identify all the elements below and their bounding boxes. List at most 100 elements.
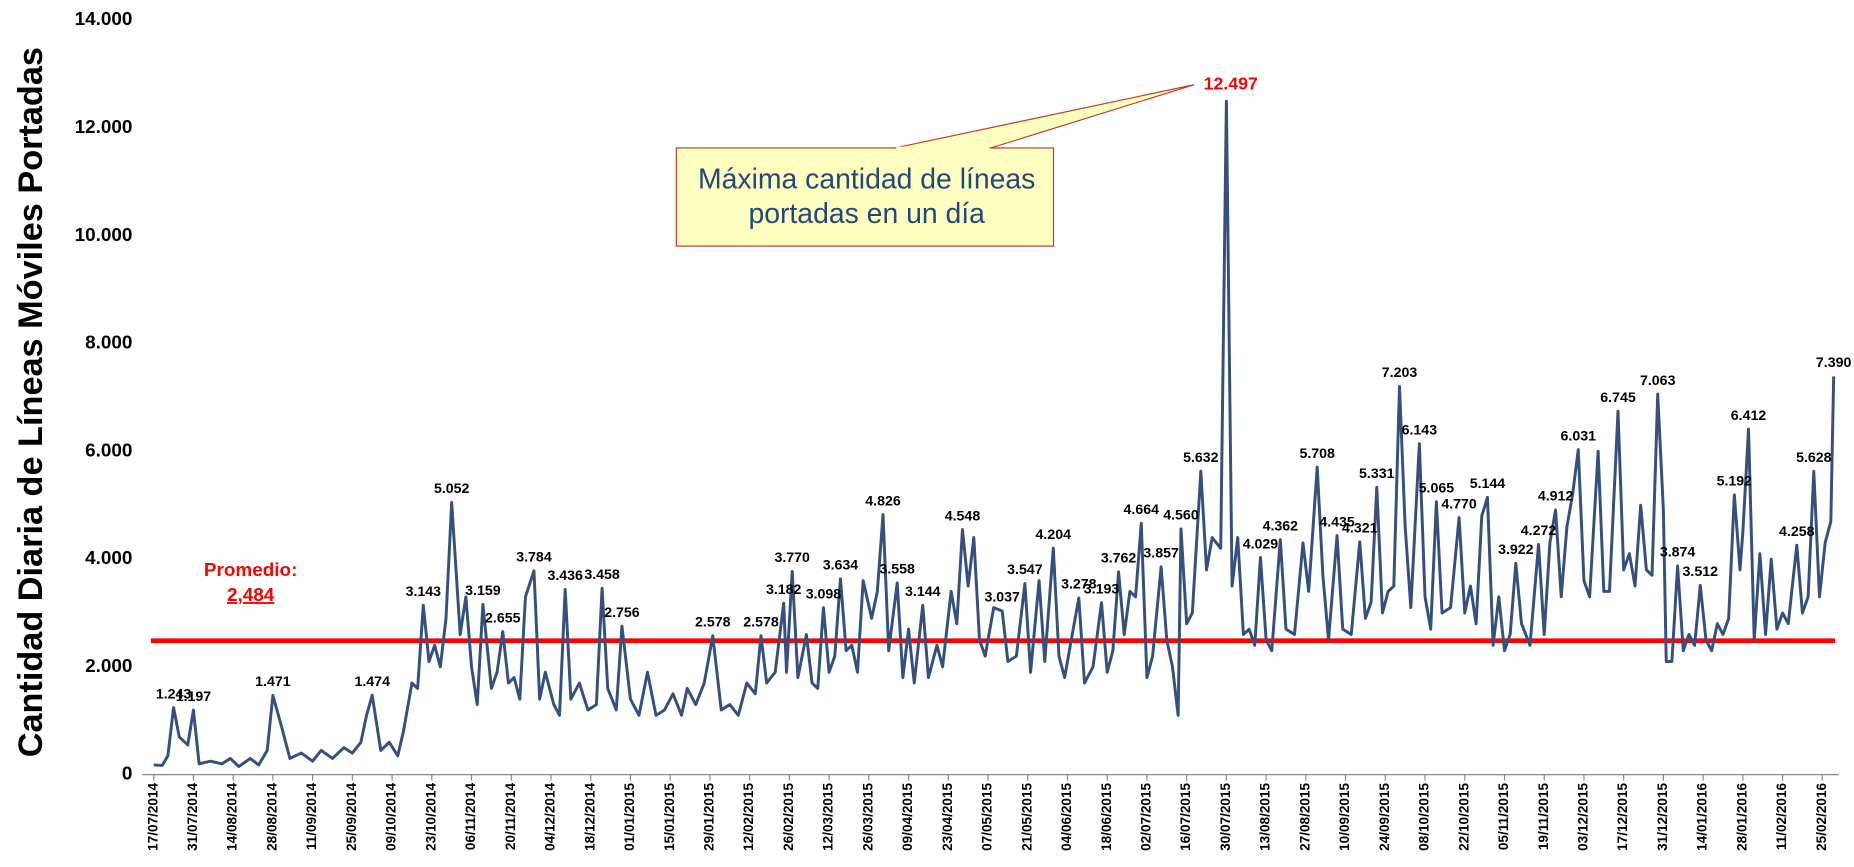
data-label: 2.578 bbox=[743, 614, 779, 630]
data-label: 5.628 bbox=[1796, 450, 1832, 466]
y-tick-label: 10.000 bbox=[75, 225, 133, 246]
x-tick-label: 22/10/2015 bbox=[1456, 782, 1471, 850]
data-label: 4.362 bbox=[1263, 518, 1299, 534]
data-label: 3.182 bbox=[766, 582, 802, 598]
x-tick-label: 31/12/2015 bbox=[1655, 782, 1670, 850]
x-tick-label: 31/07/2014 bbox=[185, 782, 200, 850]
x-tick-label: 20/11/2014 bbox=[503, 782, 518, 850]
x-tick-label: 07/05/2015 bbox=[980, 782, 995, 850]
x-tick-label: 05/11/2015 bbox=[1496, 782, 1511, 850]
y-tick-label: 8.000 bbox=[85, 333, 132, 354]
peak-label: 12.497 bbox=[1204, 73, 1258, 93]
x-tick-label: 19/11/2015 bbox=[1536, 782, 1551, 850]
data-label: 5.065 bbox=[1419, 480, 1455, 496]
x-tick-label: 24/09/2015 bbox=[1377, 782, 1392, 850]
x-tick-label: 10/09/2015 bbox=[1337, 782, 1352, 850]
data-label: 3.547 bbox=[1007, 562, 1043, 578]
data-label: 7.390 bbox=[1816, 355, 1852, 371]
data-label: 3.874 bbox=[1660, 545, 1696, 561]
data-label: 4.826 bbox=[865, 493, 901, 509]
x-tick-label: 28/01/2016 bbox=[1734, 782, 1749, 850]
data-label: 4.321 bbox=[1342, 521, 1378, 537]
x-tick-label: 25/09/2014 bbox=[344, 782, 359, 850]
x-tick-label: 23/10/2014 bbox=[423, 782, 438, 850]
data-label: 2.578 bbox=[695, 614, 731, 630]
data-label: 4.912 bbox=[1538, 489, 1574, 505]
data-label: 7.063 bbox=[1640, 373, 1676, 389]
data-label: 6.412 bbox=[1731, 408, 1767, 424]
data-label: 3.159 bbox=[465, 583, 501, 599]
callout-text: portadas en un día bbox=[748, 198, 985, 230]
data-label: 3.922 bbox=[1498, 542, 1534, 558]
x-tick-label: 23/04/2015 bbox=[940, 782, 955, 850]
x-tick-label: 29/01/2015 bbox=[702, 782, 717, 850]
average-label: Promedio: bbox=[204, 560, 298, 581]
x-tick-label: 01/01/2015 bbox=[622, 782, 637, 850]
x-tick-label: 25/02/2016 bbox=[1814, 782, 1829, 850]
x-tick-label: 21/05/2015 bbox=[1019, 782, 1034, 850]
x-tick-label: 02/07/2015 bbox=[1139, 782, 1154, 850]
x-tick-label: 08/10/2015 bbox=[1417, 782, 1432, 850]
data-label: 3.857 bbox=[1143, 546, 1179, 562]
data-label: 6.143 bbox=[1402, 422, 1438, 438]
data-label: 6.745 bbox=[1600, 390, 1636, 406]
data-label: 3.784 bbox=[516, 549, 552, 565]
x-tick-label: 06/11/2014 bbox=[463, 782, 478, 850]
data-label: 4.548 bbox=[945, 508, 981, 524]
x-tick-label: 17/12/2015 bbox=[1615, 782, 1630, 850]
data-label: 5.052 bbox=[434, 481, 470, 497]
x-tick-label: 13/08/2015 bbox=[1258, 782, 1273, 850]
x-tick-label: 18/12/2014 bbox=[582, 782, 597, 850]
x-tick-label: 15/01/2015 bbox=[662, 782, 677, 850]
data-label: 4.029 bbox=[1243, 536, 1279, 552]
data-label: 3.458 bbox=[584, 567, 620, 583]
x-tick-label: 27/08/2015 bbox=[1297, 782, 1312, 850]
data-label: 3.436 bbox=[547, 568, 583, 584]
data-label: 1.243 bbox=[156, 686, 192, 702]
data-label: 5.632 bbox=[1183, 450, 1219, 466]
data-label: 5.192 bbox=[1717, 474, 1753, 490]
y-tick-label: 4.000 bbox=[85, 548, 132, 569]
data-label: 1.471 bbox=[255, 674, 291, 690]
x-tick-label: 09/10/2014 bbox=[384, 782, 399, 850]
data-label: 7.203 bbox=[1382, 365, 1418, 381]
x-tick-label: 30/07/2015 bbox=[1218, 782, 1233, 850]
x-tick-label: 26/02/2015 bbox=[781, 782, 796, 850]
data-label: 4.664 bbox=[1124, 502, 1160, 518]
x-tick-label: 28/08/2014 bbox=[264, 782, 279, 850]
x-tick-label: 04/12/2014 bbox=[543, 782, 558, 850]
data-label: 4.272 bbox=[1521, 523, 1557, 539]
x-tick-label: 03/12/2015 bbox=[1576, 782, 1591, 850]
data-label: 3.143 bbox=[406, 584, 442, 600]
y-tick-label: 2.000 bbox=[85, 656, 132, 677]
x-tick-label: 14/01/2016 bbox=[1695, 782, 1710, 850]
y-tick-label: 12.000 bbox=[75, 117, 133, 138]
callout-box bbox=[675, 147, 1055, 247]
callout-pointer bbox=[894, 84, 1195, 149]
data-label: 6.031 bbox=[1561, 428, 1597, 444]
data-label: 2.655 bbox=[485, 610, 521, 626]
x-tick-label: 16/07/2015 bbox=[1178, 782, 1193, 850]
data-label: 3.512 bbox=[1683, 564, 1719, 580]
x-tick-label: 12/03/2015 bbox=[821, 782, 836, 850]
data-label: 3.762 bbox=[1101, 551, 1137, 567]
data-label: 3.278 bbox=[1061, 577, 1097, 593]
data-label: 4.435 bbox=[1319, 514, 1355, 530]
x-tick-label: 09/04/2015 bbox=[900, 782, 915, 850]
x-tick-label: 12/02/2015 bbox=[741, 782, 756, 850]
y-tick-label: 14.000 bbox=[75, 9, 133, 30]
data-label: 5.708 bbox=[1299, 446, 1335, 462]
data-label: 4.258 bbox=[1779, 524, 1815, 540]
x-tick-label: 14/08/2014 bbox=[225, 782, 240, 850]
callout-text: Máxima cantidad de líneas bbox=[698, 164, 1035, 196]
data-label: 3.144 bbox=[905, 584, 941, 600]
data-label: 4.560 bbox=[1163, 508, 1199, 524]
x-tick-label: 18/06/2015 bbox=[1099, 782, 1114, 850]
x-tick-label: 04/06/2015 bbox=[1059, 782, 1074, 850]
data-label: 3.770 bbox=[774, 550, 810, 566]
y-tick-label: 0 bbox=[122, 764, 133, 785]
data-label: 1.474 bbox=[354, 674, 390, 690]
y-tick-label: 6.000 bbox=[85, 440, 132, 461]
average-value: 2,484 bbox=[227, 585, 275, 606]
